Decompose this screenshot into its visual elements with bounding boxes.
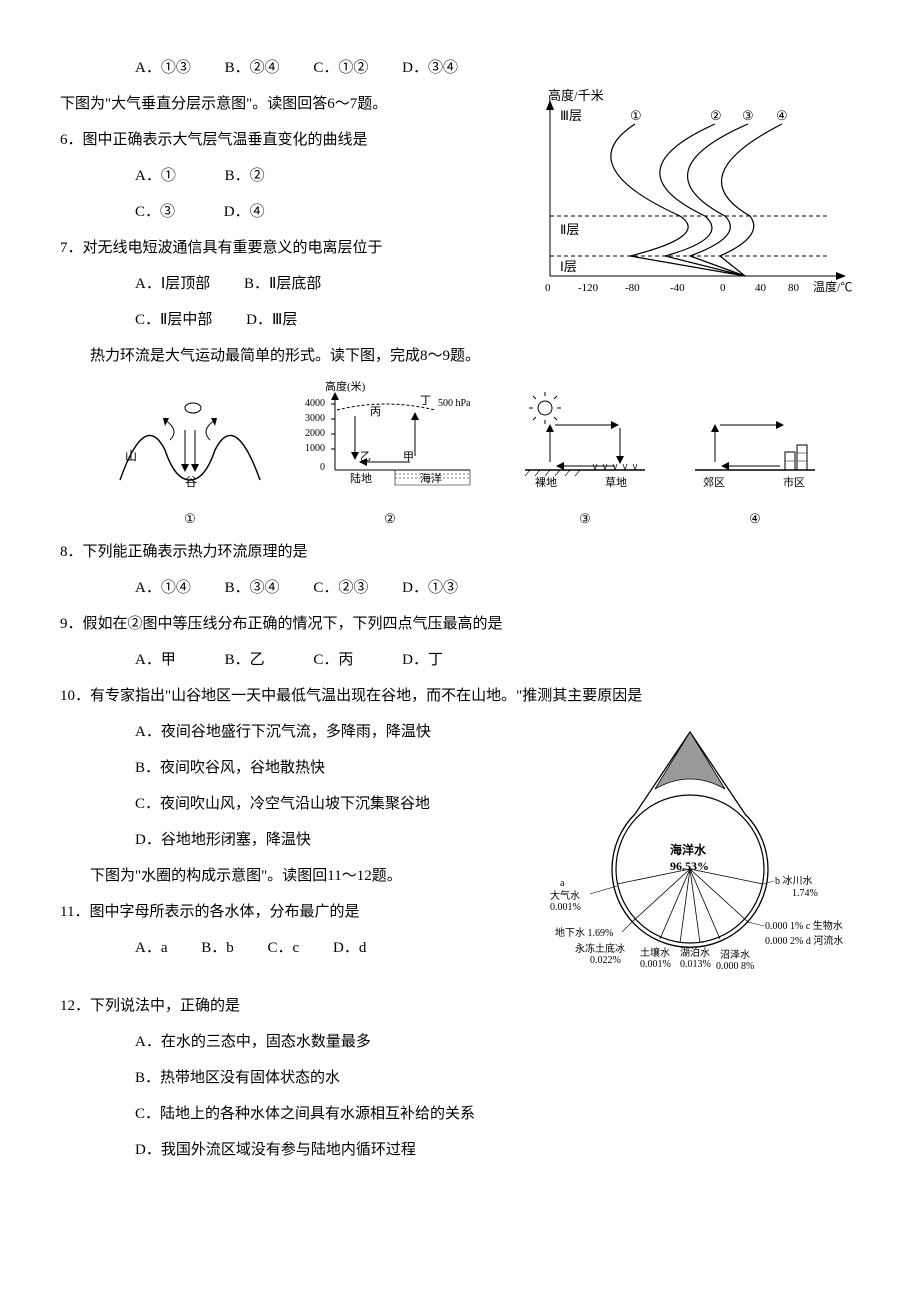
svg-text:海洋水: 海洋水 <box>670 842 707 857</box>
svg-text:Ⅱ层: Ⅱ层 <box>560 222 579 237</box>
svg-text:40: 40 <box>755 282 767 294</box>
q8-a: A．①④ <box>135 580 191 596</box>
svg-text:市区: 市区 <box>783 475 805 489</box>
svg-text:①: ① <box>630 108 642 123</box>
q9-stem: 9．假如在②图中等压线分布正确的情况下，下列四点气压最高的是 <box>60 606 860 642</box>
atmosphere-diagram: 高度/千米 Ⅲ层 Ⅱ层 Ⅰ层 ① ② ③ ④ 0 -120 -80 -40 0 … <box>530 86 860 320</box>
svg-text:裸地: 裸地 <box>535 475 557 489</box>
svg-text:温度/℃: 温度/℃ <box>813 279 852 294</box>
svg-text:大气水: 大气水 <box>550 889 580 902</box>
q6-d: D．④ <box>224 204 265 220</box>
q12-d: D．我国外流区域没有参与陆地内循环过程 <box>60 1132 860 1168</box>
svg-text:陆地: 陆地 <box>350 471 372 485</box>
svg-text:草地: 草地 <box>605 476 627 489</box>
q5-a: A．①③ <box>135 60 191 76</box>
q6-b: B．② <box>225 168 265 184</box>
svg-text:地下水 1.69%: 地下水 1.69% <box>555 926 613 939</box>
svg-text:500 hPa: 500 hPa <box>438 398 471 409</box>
svg-text:1.74%: 1.74% <box>792 888 818 899</box>
svg-text:②: ② <box>710 108 722 123</box>
svg-text:0.000 1% c 生物水: 0.000 1% c 生物水 <box>765 919 843 932</box>
q5-b: B．②④ <box>225 60 280 76</box>
svg-text:④: ④ <box>776 108 788 123</box>
thermal-d1: 山 谷 ① <box>115 390 265 534</box>
q11-b: B．b <box>201 940 234 956</box>
q11-a: A．a <box>135 940 168 956</box>
q8-options: A．①④ B．③④ C．②③ D．①③ <box>60 570 860 606</box>
q8-b: B．③④ <box>225 580 280 596</box>
svg-text:0: 0 <box>545 282 551 294</box>
q9-c: C．丙 <box>313 652 353 668</box>
q9-b: B．乙 <box>225 652 265 668</box>
svg-text:永冻土底冰: 永冻土底冰 <box>575 942 625 955</box>
thermal-label-2: ② <box>295 503 485 534</box>
q7-a: A．Ⅰ层顶部 <box>135 276 210 292</box>
q7-b: B．Ⅱ层底部 <box>244 276 321 292</box>
q11-d: D．d <box>333 940 366 956</box>
svg-text:-120: -120 <box>578 282 599 294</box>
svg-text:0.013%: 0.013% <box>680 959 711 970</box>
svg-text:谷: 谷 <box>185 475 197 489</box>
thermal-d4: 郊区 市区 ④ <box>685 390 825 534</box>
atmos-yaxis: 高度/千米 <box>548 88 604 103</box>
svg-text:0: 0 <box>720 282 726 294</box>
q6-c: C．③ <box>135 204 175 220</box>
svg-text:Ⅲ层: Ⅲ层 <box>560 108 582 123</box>
q9-d: D．丁 <box>402 652 443 668</box>
thermal-label-4: ④ <box>685 503 825 534</box>
svg-text:3000: 3000 <box>305 413 325 424</box>
q9-options: A．甲 B．乙 C．丙 D．丁 <box>60 642 860 678</box>
svg-text:1000: 1000 <box>305 443 325 454</box>
svg-text:沼泽水: 沼泽水 <box>720 948 750 961</box>
thermal-label-3: ③ <box>515 503 655 534</box>
intro-8-9: 热力环流是大气运动最简单的形式。读下图，完成8～9题。 <box>60 338 860 374</box>
svg-text:4000: 4000 <box>305 398 325 409</box>
thermal-d3: 裸地 草地 ③ <box>515 390 655 534</box>
svg-text:0: 0 <box>320 462 325 473</box>
svg-text:湖泊水: 湖泊水 <box>680 947 710 959</box>
q12-b: B．热带地区没有固体状态的水 <box>60 1060 860 1096</box>
q9-a: A．甲 <box>135 652 176 668</box>
svg-text:③: ③ <box>742 108 754 123</box>
thermal-label-1: ① <box>115 503 265 534</box>
svg-text:-40: -40 <box>670 282 685 294</box>
q7-c: C．Ⅱ层中部 <box>135 312 212 328</box>
q11-c: C．c <box>268 940 300 956</box>
svg-text:山: 山 <box>125 449 137 463</box>
q7-d: D．Ⅲ层 <box>246 312 297 328</box>
svg-text:a: a <box>560 878 565 889</box>
svg-text:高度(米): 高度(米) <box>325 380 366 393</box>
svg-text:0.000 2% d 河流水: 0.000 2% d 河流水 <box>765 934 843 947</box>
svg-text:乙: 乙 <box>360 450 371 463</box>
q5-d: D．③④ <box>402 60 458 76</box>
svg-text:0.001%: 0.001% <box>640 959 671 970</box>
q12-a: A．在水的三态中，固态水数量最多 <box>60 1024 860 1060</box>
q6-a: A．① <box>135 168 176 184</box>
svg-text:0.022%: 0.022% <box>590 955 621 966</box>
svg-text:丁: 丁 <box>420 395 431 407</box>
svg-text:0.001%: 0.001% <box>550 902 581 913</box>
svg-text:b 冰川水: b 冰川水 <box>775 874 813 887</box>
svg-text:80: 80 <box>788 282 800 294</box>
svg-text:甲: 甲 <box>403 451 414 463</box>
q5-options: A．①③ B．②④ C．①② D．③④ <box>60 50 860 86</box>
q8-d: D．①③ <box>402 580 458 596</box>
q12-stem: 12．下列说法中，正确的是 <box>60 988 860 1024</box>
thermal-diagrams: 山 谷 ① 高度(米) 4000 3000 2000 1000 0 500 hP… <box>60 380 860 534</box>
svg-text:土壤水: 土壤水 <box>640 946 670 959</box>
q5-c: C．①② <box>313 60 368 76</box>
q8-stem: 8．下列能正确表示热力环流原理的是 <box>60 534 860 570</box>
q12-c: C．陆地上的各种水体之间具有水源相互补给的关系 <box>60 1096 860 1132</box>
svg-text:2000: 2000 <box>305 428 325 439</box>
svg-text:0.000 8%: 0.000 8% <box>716 961 754 972</box>
svg-text:丙: 丙 <box>370 406 381 418</box>
water-diagram: 海洋水 96.53% a 大气水 0.001% b 冰川水 1.74% 地下水 … <box>520 724 860 988</box>
thermal-d2: 高度(米) 4000 3000 2000 1000 0 500 hPa 丙 丁 … <box>295 380 485 534</box>
svg-text:Ⅰ层: Ⅰ层 <box>560 259 577 274</box>
svg-text:郊区: 郊区 <box>703 476 725 489</box>
svg-text:-80: -80 <box>625 282 640 294</box>
q8-c: C．②③ <box>313 580 368 596</box>
q10-stem: 10．有专家指出"山谷地区一天中最低气温出现在谷地，而不在山地。"推测其主要原因… <box>60 678 860 714</box>
